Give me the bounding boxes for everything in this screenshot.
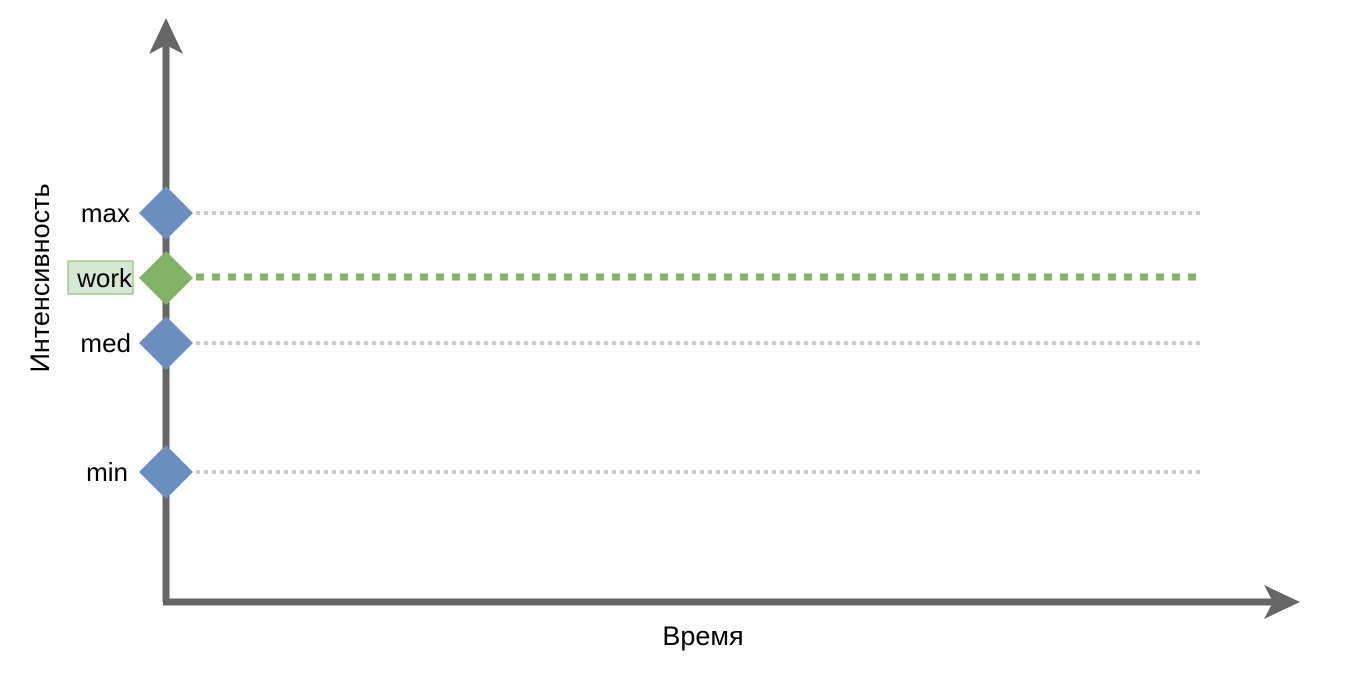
max-label: max bbox=[81, 198, 130, 228]
work-label-highlight bbox=[67, 260, 134, 295]
min-label: min bbox=[86, 457, 128, 487]
max-marker bbox=[139, 186, 193, 240]
x-axis-arrowhead bbox=[1264, 585, 1300, 619]
y-axis bbox=[149, 18, 183, 602]
med-label: med bbox=[80, 328, 131, 358]
med-marker bbox=[139, 316, 193, 370]
y-axis-title: Интенсивность bbox=[25, 183, 55, 372]
y-axis-arrowhead bbox=[149, 18, 183, 54]
work-label: work bbox=[76, 263, 133, 293]
min-marker bbox=[139, 445, 193, 499]
x-axis-title: Время bbox=[662, 621, 743, 651]
work-marker bbox=[139, 251, 193, 305]
x-axis bbox=[163, 585, 1300, 619]
